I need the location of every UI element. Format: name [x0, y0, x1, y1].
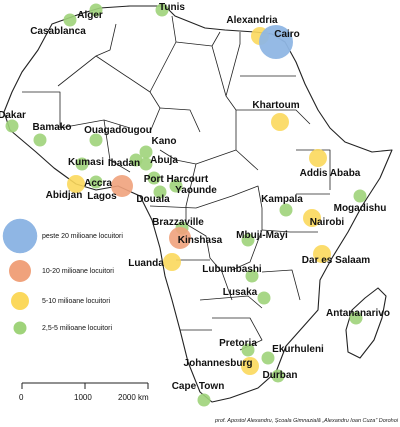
city-marker-cape-town	[197, 393, 211, 407]
city-label-ouagadougou: Ouagadougou	[84, 125, 152, 136]
city-marker-dar-es-salaam	[313, 245, 331, 263]
city-marker-lubumbashi	[245, 269, 259, 283]
city-marker-pretoria	[241, 343, 255, 357]
legend-label-xl: peste 20 milioane locuitori	[42, 233, 123, 240]
city-label-kano: Kano	[152, 136, 177, 147]
city-label-cairo: Cairo	[274, 29, 300, 40]
city-label-douala: Douala	[136, 194, 170, 205]
city-label-johannesburg: Johannesburg	[184, 358, 253, 369]
city-marker-addis-ababa	[309, 149, 327, 167]
legend-swatch-l	[9, 260, 31, 282]
city-marker-bamako	[33, 133, 47, 147]
city-marker-cairo	[259, 25, 293, 59]
city-label-durban: Durban	[263, 370, 298, 381]
city-marker-johannesburg	[241, 357, 259, 375]
city-label-kinshasa: Kinshasa	[178, 235, 223, 246]
legend: peste 20 milioane locuitori 10-20 milioa…	[2, 218, 123, 335]
city-label-casablanca: Casablanca	[30, 26, 86, 37]
author-credit: prof. Apostol Alexandru, Școala Gimnazia…	[214, 418, 399, 424]
legend-item-m: 5-10 milioane locuitori	[11, 292, 111, 310]
city-marker-yaounde	[169, 179, 183, 193]
city-label-antananarivo: Antananarivo	[326, 308, 390, 319]
city-markers	[5, 3, 367, 407]
city-marker-casablanca	[63, 13, 77, 27]
legend-label-s: 2,5-5 milioane locuitori	[42, 325, 112, 332]
city-marker-ekurhuleni	[261, 351, 275, 365]
city-marker-kampala	[279, 203, 293, 217]
city-labels: Alger Tunis Casablanca Alexandria Cairo Dakar…	[0, 2, 390, 392]
city-label-mogadishu: Mogadishu	[334, 203, 387, 214]
scale-bar: 0 1000 2000 km	[19, 382, 149, 402]
city-marker-ouagadougou	[89, 133, 103, 147]
city-marker-dakar	[5, 119, 19, 133]
city-marker-antananarivo	[349, 311, 363, 325]
city-marker-douala	[153, 185, 167, 199]
city-label-lusaka: Lusaka	[223, 287, 258, 298]
country-borders	[22, 15, 331, 351]
city-marker-lagos	[111, 175, 133, 197]
city-label-dakar: Dakar	[0, 110, 26, 121]
city-label-mbuji-mayi: Mbuji-Mayi	[236, 230, 288, 241]
madagascar-outline	[345, 287, 387, 359]
scale-label-2000: 2000 km	[118, 393, 149, 402]
city-label-tunis: Tunis	[159, 2, 185, 13]
legend-item-l: 10-20 milioane locuitori	[9, 260, 114, 282]
city-label-alexandria: Alexandria	[226, 15, 278, 26]
city-marker-kumasi	[75, 157, 89, 171]
city-marker-mogadishu	[353, 189, 367, 203]
legend-swatch-m	[11, 292, 29, 310]
legend-swatch-s	[13, 321, 27, 335]
city-marker-khartoum	[271, 113, 289, 131]
city-label-alger: Alger	[77, 10, 103, 21]
city-label-yaounde: Yaounde	[175, 185, 217, 196]
city-marker-kano	[139, 145, 153, 159]
city-marker-abuja	[139, 157, 153, 171]
city-label-dar-es-salaam: Dar es Salaam	[302, 255, 370, 266]
legend-label-l: 10-20 milioane locuitori	[42, 268, 114, 275]
city-label-abuja: Abuja	[150, 155, 178, 166]
city-label-ibadan: Ibadan	[108, 158, 140, 169]
city-label-abidjan: Abidjan	[46, 190, 83, 201]
city-marker-durban	[271, 369, 285, 383]
city-marker-port-harcourt	[147, 171, 161, 185]
city-marker-kinshasa	[169, 227, 191, 249]
city-label-lubumbashi: Lubumbashi	[202, 264, 262, 275]
city-marker-mbuji-mayi	[241, 233, 255, 247]
city-marker-luanda	[163, 253, 181, 271]
city-label-lagos: Lagos	[87, 191, 117, 202]
city-marker-accra	[89, 175, 103, 189]
city-marker-nairobi	[303, 209, 321, 227]
city-label-kumasi: Kumasi	[68, 157, 104, 168]
legend-swatch-xl	[2, 218, 38, 254]
city-label-port-harcourt: Port Harcourt	[144, 174, 209, 185]
scale-label-0: 0	[19, 393, 24, 402]
city-label-pretoria: Pretoria	[219, 338, 257, 349]
city-marker-alger	[89, 3, 103, 17]
city-label-brazzaville: Brazzaville	[152, 217, 204, 228]
city-label-accra: Accra	[84, 178, 112, 189]
city-marker-tunis	[155, 3, 169, 17]
city-label-ekurhuleni: Ekurhuleni	[272, 344, 324, 355]
city-marker-ibadan	[129, 153, 143, 167]
city-label-luanda: Luanda	[128, 258, 164, 269]
legend-label-m: 5-10 milioane locuitori	[42, 298, 111, 305]
city-label-nairobi: Nairobi	[310, 217, 345, 228]
city-label-addis-ababa: Addis Ababa	[300, 168, 361, 179]
city-marker-abidjan	[67, 175, 85, 193]
city-label-khartoum: Khartoum	[252, 100, 299, 111]
city-label-cape-town: Cape Town	[172, 381, 225, 392]
city-marker-lusaka	[257, 291, 271, 305]
legend-item-s: 2,5-5 milioane locuitori	[13, 321, 112, 335]
city-label-bamako: Bamako	[33, 122, 72, 133]
city-label-kampala: Kampala	[261, 194, 303, 205]
scale-label-1000: 1000	[74, 393, 92, 402]
legend-item-xl: peste 20 milioane locuitori	[2, 218, 123, 254]
